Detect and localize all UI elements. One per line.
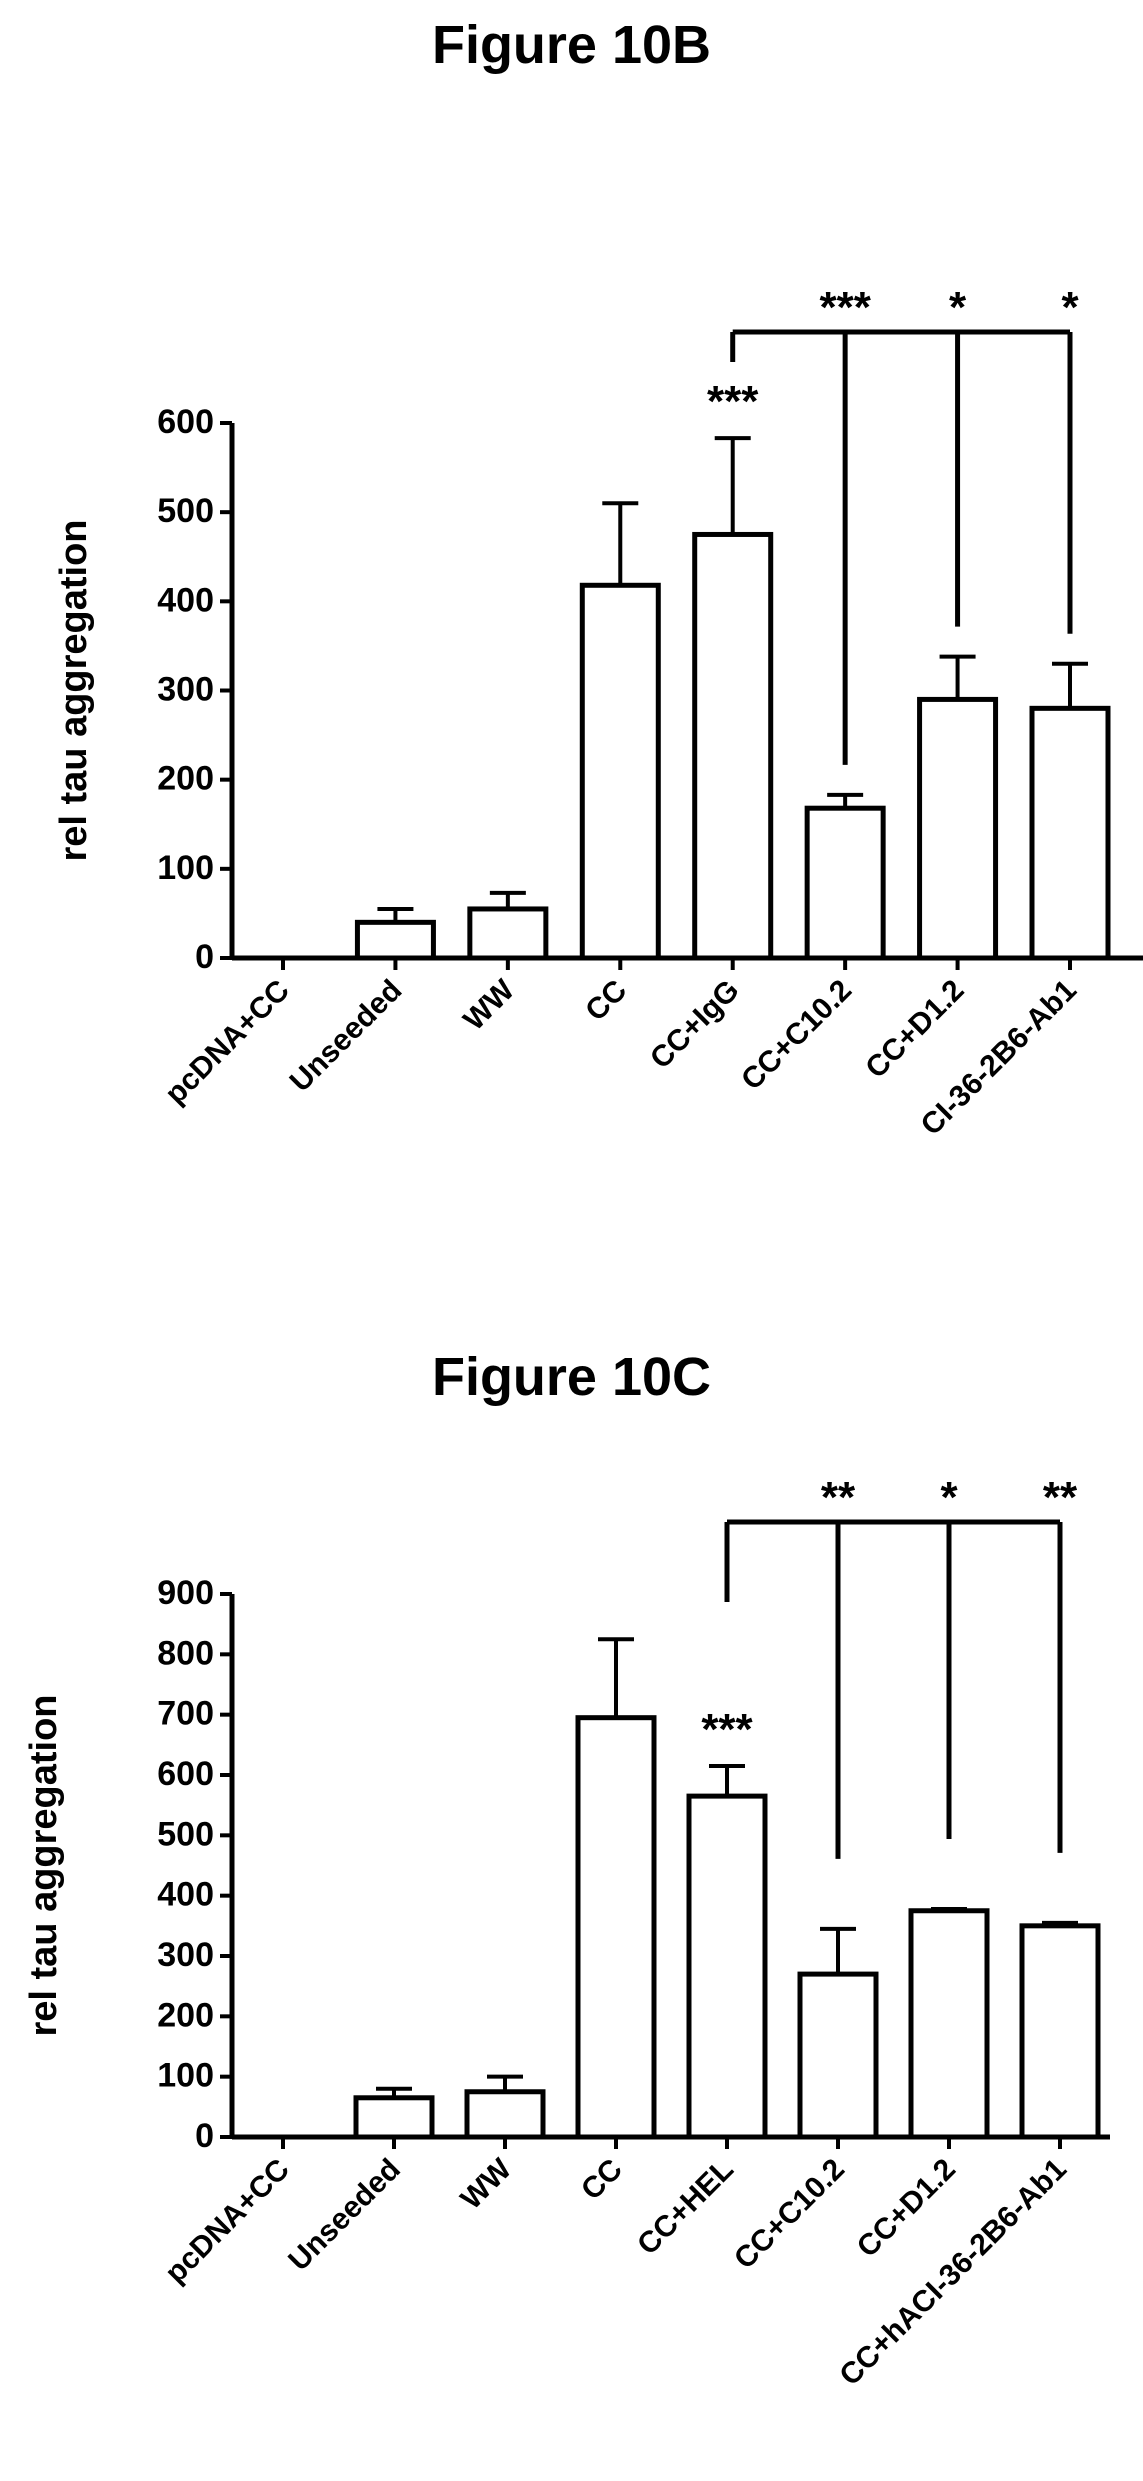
y-axis-label: rel tau aggregation — [53, 519, 95, 861]
x-tick-label: WW — [455, 2152, 519, 2216]
y-tick-label: 900 — [157, 1574, 214, 1612]
y-tick-label: 0 — [195, 938, 214, 976]
x-tick-label: CC+C10.2 — [728, 2153, 851, 2276]
significance-label: * — [949, 283, 967, 332]
y-tick-label: 300 — [157, 671, 214, 709]
significance-label: * — [1061, 283, 1079, 332]
x-tick-label: CC+HEL — [631, 2153, 740, 2262]
y-tick-label: 300 — [157, 1936, 214, 1974]
y-tick-label: 500 — [157, 492, 214, 530]
x-tick-label: CC+D1.2 — [851, 2153, 962, 2264]
figure-10b-title: Figure 10B — [431, 15, 712, 75]
bar — [464, 2089, 546, 2140]
y-tick-label: 400 — [157, 581, 214, 619]
y-tick-label: 0 — [195, 2117, 214, 2155]
bar — [575, 1715, 657, 2140]
x-tick-label: CC+hACI-36-2B6-Ab1 — [833, 2153, 1073, 2393]
significance-label: *** — [707, 377, 759, 426]
y-axis-label: rel tau aggregation — [23, 1694, 65, 2036]
significance-label: * — [940, 1473, 958, 1522]
bar — [917, 696, 999, 961]
y-tick-label: 200 — [157, 760, 214, 798]
y-tick-label: 400 — [157, 1876, 214, 1914]
y-tick-label: 500 — [157, 1815, 214, 1853]
figure-10c-title: Figure 10C — [431, 1347, 712, 1407]
y-tick-label: 600 — [157, 403, 214, 441]
y-tick-label: 100 — [157, 2057, 214, 2095]
x-tick-label: Unseeded — [282, 2153, 407, 2278]
significance-label: ** — [1043, 1473, 1078, 1522]
bar — [1019, 1923, 1101, 2140]
bar — [686, 1793, 768, 2140]
y-tick-label: 200 — [157, 1996, 214, 2034]
bar — [797, 1971, 879, 2140]
bar — [1029, 705, 1111, 961]
significance-label: *** — [701, 1705, 753, 1754]
y-tick-label: 600 — [157, 1755, 214, 1793]
significance-label: ** — [821, 1473, 856, 1522]
x-tick-label: pcDNA+CC — [159, 2153, 296, 2290]
bar — [804, 805, 886, 961]
bar — [908, 1908, 990, 2140]
x-tick-label: CC — [575, 2153, 629, 2207]
y-tick-label: 700 — [157, 1695, 214, 1733]
significance-label: *** — [819, 283, 871, 332]
y-tick-label: 100 — [157, 849, 214, 887]
y-tick-label: 800 — [157, 1634, 214, 1672]
bar — [353, 2095, 435, 2140]
